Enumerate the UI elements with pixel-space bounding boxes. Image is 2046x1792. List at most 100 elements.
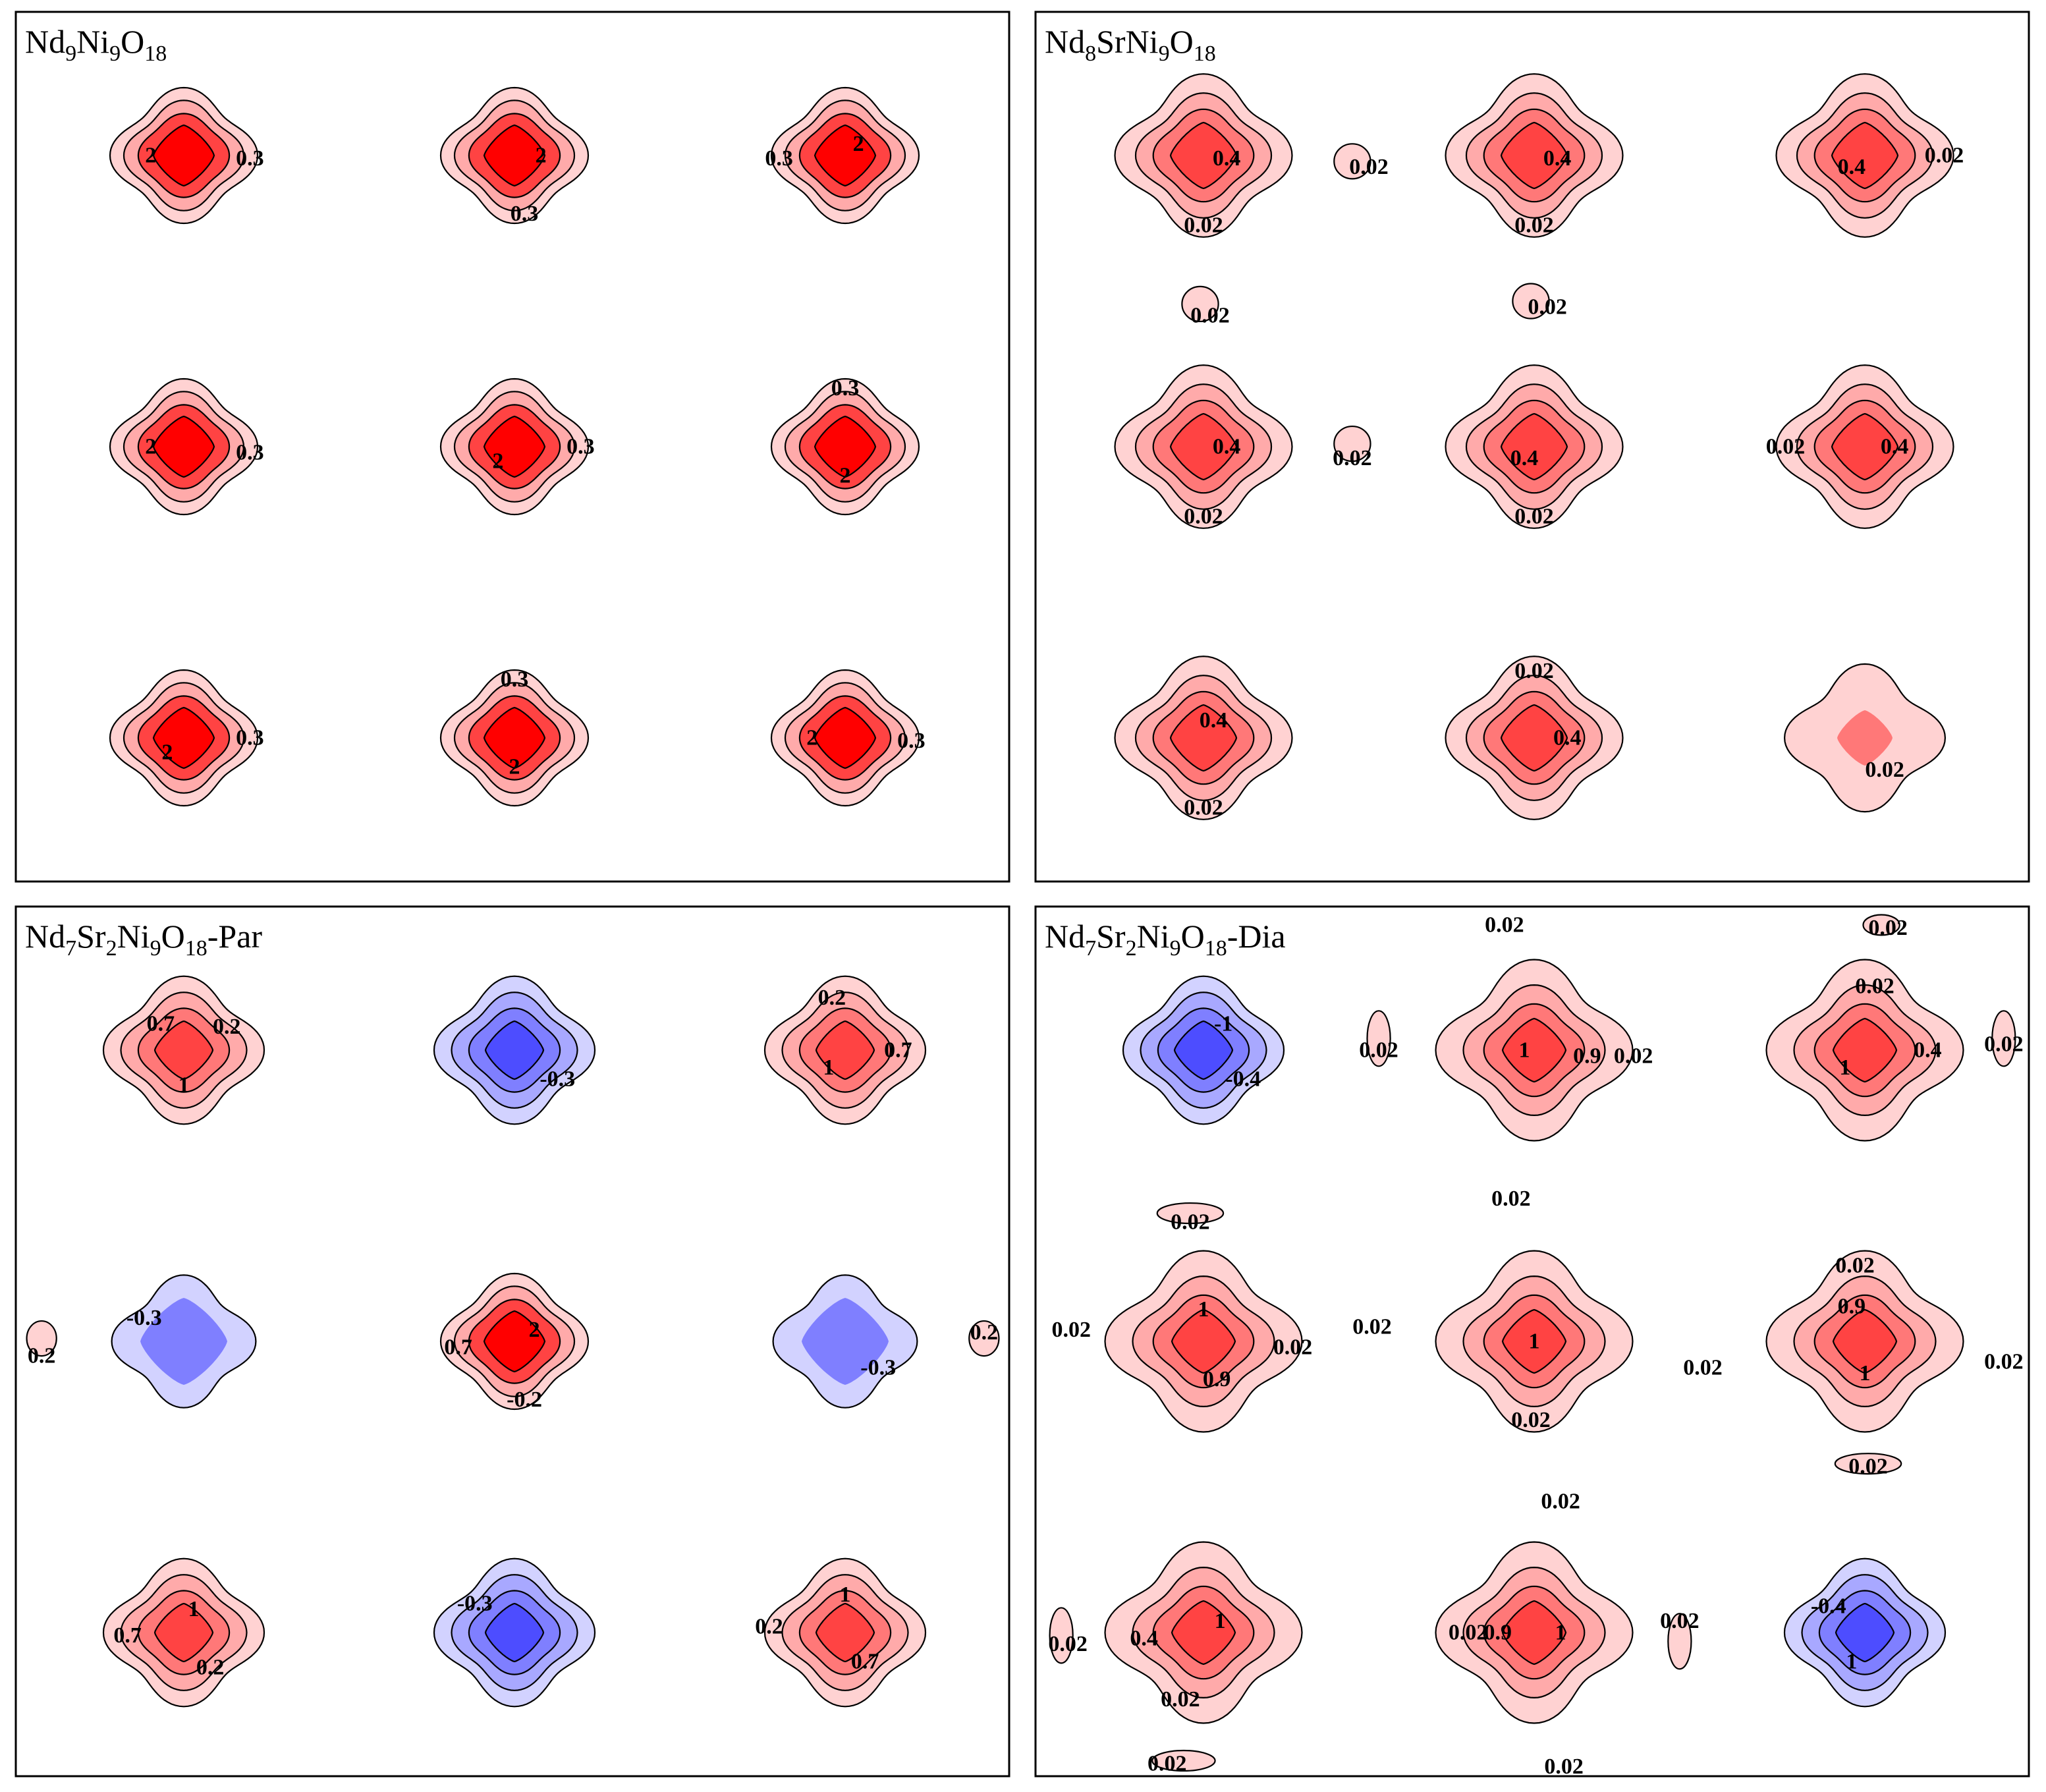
contour-value-label: 2 <box>145 144 156 168</box>
contour-value-label: 0.4 <box>1914 1038 1942 1063</box>
contour-value-label: 0.02 <box>1660 1609 1700 1633</box>
plot-area: 0.7 0.2 1 -0.3 0.2 0.7 1 0.2 -0.3 2 0.7 -0.2 -0.3 0.2… <box>26 975 1000 1708</box>
contour-value-label: 0.9 <box>1484 1621 1512 1645</box>
ni-site-contour <box>770 86 920 225</box>
minor-density-blob <box>1333 143 1371 180</box>
ni-site-contour <box>1445 656 1624 820</box>
contour-value-label: 1 <box>1198 1297 1209 1322</box>
contour-level-4 <box>1169 121 1238 190</box>
ni-site-contour <box>1435 1541 1634 1724</box>
ni-site-contour <box>439 669 590 807</box>
contour-level-4 <box>1835 1602 1895 1663</box>
contour-level-2 <box>140 1298 227 1385</box>
panel-top-right: 0.4 0.02 0.02 0.4 0.02 0.4 0.02 0.02 0.02 0.4 0.02… <box>1034 11 2030 883</box>
contour-value-label: 0.02 <box>1514 505 1554 529</box>
contour-value-label: 0.02 <box>1161 1687 1200 1712</box>
ni-site-contour <box>1775 73 1954 238</box>
contour-value-label: 1 <box>1839 1055 1850 1080</box>
minor-density-blob <box>1834 1453 1902 1475</box>
contour-value-label: -0.3 <box>860 1355 896 1380</box>
contour-value-label: 0.3 <box>236 146 264 171</box>
contour-level-4 <box>1171 1308 1236 1374</box>
contour-value-label: 2 <box>492 449 503 474</box>
contour-value-label: 0.02 <box>1984 1349 2024 1374</box>
ni-site-contour <box>770 378 920 516</box>
ni-site-contour <box>433 1557 596 1708</box>
contour-level-4 <box>483 706 546 770</box>
panel-bottom-right: 0.02 0.02 -1 -0.4 0.02 1 0.9 0.02 0.02 1 0.4 0.02 0.… <box>1034 905 2030 1778</box>
minor-density-blob <box>1862 914 1900 936</box>
panel-frame <box>14 11 1010 883</box>
contour-value-label: 0.02 <box>1766 435 1806 459</box>
contour-value-label: 2 <box>145 435 156 459</box>
ni-site-contour <box>102 975 265 1125</box>
contour-value-label: 0.3 <box>236 440 264 464</box>
contour-value-label: 0.4 <box>1838 155 1866 179</box>
contour-value-label: 0.02 <box>1273 1335 1313 1359</box>
ni-site-contour <box>109 669 259 807</box>
panel-bottom-left: 0.7 0.2 1 -0.3 0.2 0.7 1 0.2 -0.3 2 0.7 -0.2 -0.3 0.2… <box>14 905 1010 1778</box>
contour-level-4 <box>483 415 546 478</box>
contour-value-label: 0.02 <box>1514 213 1554 238</box>
contour-level-4 <box>814 706 877 770</box>
ni-site-contour <box>1775 364 1954 529</box>
minor-density-blob <box>1049 1607 1074 1664</box>
contour-value-label: 1 <box>1846 1650 1857 1674</box>
plot-area: 0.4 0.02 0.02 0.4 0.02 0.4 0.02 0.02 0.02 0.4 0.02… <box>1114 73 1964 820</box>
ni-site-contour <box>439 86 590 225</box>
contour-value-label: 0.2 <box>28 1344 56 1368</box>
ni-site-contour <box>109 86 259 225</box>
ni-site-contour <box>1783 663 1947 813</box>
contour-level-4 <box>1501 1308 1567 1374</box>
contour-value-label: 0.3 <box>765 146 793 171</box>
contour-level-4 <box>484 1602 545 1663</box>
contour-value-label: 0.4 <box>1881 435 1909 459</box>
contour-value-label: 0.02 <box>1868 916 1908 940</box>
ni-site-contour <box>439 1272 590 1411</box>
contour-level-4 <box>814 124 877 187</box>
contour-value-label: 0.02 <box>1925 144 1964 168</box>
contour-value-label: 0.02 <box>1541 1490 1580 1514</box>
contour-level-4 <box>1169 704 1238 772</box>
ni-site-contour <box>1445 73 1624 238</box>
contour-value-label: 0.3 <box>567 435 595 459</box>
panel-frame <box>1034 11 2030 883</box>
ni-site-contour <box>1114 73 1293 238</box>
minor-density-blob <box>1366 1010 1391 1067</box>
contour-level-4 <box>153 1602 214 1663</box>
contour-value-label: -0.3 <box>457 1591 493 1615</box>
contour-value-label: 0.9 <box>1573 1044 1601 1068</box>
contour-value-label: 0.02 <box>1147 1751 1187 1776</box>
contour-value-label: 0.02 <box>1855 974 1894 998</box>
contour-value-label: 0.02 <box>1359 1038 1398 1063</box>
contour-value-label: 0.3 <box>501 667 529 692</box>
ni-site-contour <box>102 1557 265 1708</box>
ni-site-contour <box>1765 1250 1964 1433</box>
contour-value-label: 2 <box>161 741 173 765</box>
ni-site-contour <box>1765 959 1964 1142</box>
contour-value-label: 0.02 <box>1835 1254 1875 1278</box>
ni-site-contour <box>1104 1250 1303 1433</box>
ni-site-contour <box>763 1557 927 1708</box>
contour-value-label: 0.3 <box>236 726 264 750</box>
contour-value-label: 0.4 <box>1543 146 1572 171</box>
contour-value-label: 0.4 <box>1130 1626 1158 1650</box>
ni-site-contour <box>1122 975 1285 1125</box>
minor-density-blob <box>1667 1613 1692 1670</box>
contour-value-label: 0.02 <box>1528 294 1567 319</box>
panel-frame <box>1034 905 2030 1778</box>
contour-level-4 <box>1832 1017 1898 1083</box>
contour-level-4 <box>1501 1017 1567 1083</box>
contour-value-label: -0.3 <box>539 1067 575 1092</box>
ni-site-contour <box>433 975 596 1125</box>
contour-value-label: 0.02 <box>1491 1187 1531 1211</box>
contour-value-label: 0.02 <box>1051 1318 1091 1342</box>
contour-value-label: 1 <box>188 1597 200 1621</box>
contour-value-label: 0.02 <box>1184 213 1223 238</box>
contour-value-label: 1 <box>1529 1330 1540 1354</box>
ni-site-contour <box>111 1274 257 1409</box>
ni-site-contour <box>1445 364 1624 529</box>
contour-value-label: 0.02 <box>1333 446 1372 470</box>
contour-value-label: 1 <box>1860 1361 1871 1386</box>
contour-level-4 <box>483 124 546 187</box>
